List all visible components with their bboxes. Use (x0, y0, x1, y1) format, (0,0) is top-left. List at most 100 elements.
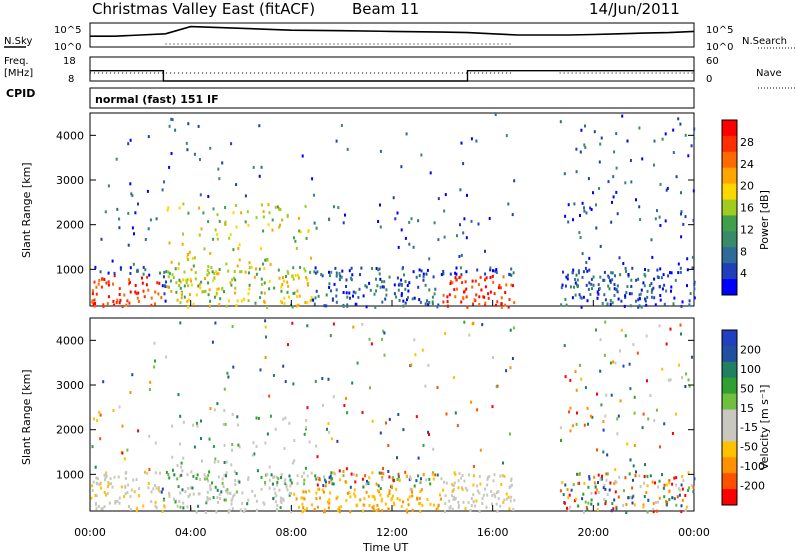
velocity-return (154, 441, 157, 445)
velocity-return (572, 483, 575, 487)
velocity-return (494, 495, 497, 499)
power-return (455, 272, 458, 276)
power-return (371, 267, 373, 270)
power-return (573, 202, 576, 206)
velocity-return (641, 426, 644, 430)
power-return (607, 180, 610, 184)
velocity-return (229, 491, 232, 495)
power-return (218, 303, 221, 306)
velocity-return (617, 414, 620, 418)
power-return (238, 243, 241, 247)
velocity-return (187, 486, 190, 490)
velocity-return (195, 421, 198, 425)
velocity-return (203, 477, 206, 481)
power-return (561, 283, 564, 287)
velocity-return (289, 478, 292, 482)
velocity-return (665, 483, 668, 487)
velocity-return (195, 510, 198, 514)
power-return (424, 283, 427, 287)
velocity-return (421, 504, 424, 508)
power-return (471, 285, 474, 289)
velocity-return (600, 403, 603, 407)
power-return (607, 284, 610, 288)
velocity-return (464, 507, 467, 511)
velocity-return (321, 377, 324, 380)
power-return (248, 261, 251, 265)
power-return (240, 270, 243, 274)
velocity-return (154, 500, 157, 504)
power-return (142, 289, 145, 293)
power-return (238, 258, 241, 262)
velocity-return (408, 495, 411, 499)
velocity-colorbar-tick: -100 (740, 460, 765, 473)
power-return (157, 292, 160, 296)
power-return (134, 284, 137, 287)
velocity-return (681, 487, 684, 491)
velocity-return (654, 481, 656, 485)
velocity-return (313, 507, 316, 511)
power-return (346, 295, 349, 299)
power-return (672, 128, 675, 132)
velocity-return (285, 485, 288, 489)
velocity-return (105, 493, 107, 497)
velocity-return (316, 505, 319, 509)
cpid-frame (89, 87, 695, 109)
velocity-return (655, 501, 657, 504)
power-return (292, 277, 295, 281)
velocity-return (367, 495, 370, 498)
velocity-return (671, 496, 674, 500)
velocity-return (275, 494, 278, 498)
freq-tick-top: 18 (63, 56, 76, 67)
velocity-return (273, 487, 276, 491)
power-return (244, 270, 247, 274)
noise-right-label: N.Search (742, 36, 787, 47)
velocity-return (105, 474, 108, 478)
velocity-return (601, 477, 604, 481)
velocity-return (236, 415, 239, 419)
power-return (488, 217, 491, 220)
velocity-return (103, 505, 106, 509)
power-return (134, 290, 137, 294)
velocity-return (192, 492, 195, 496)
power-return (658, 284, 661, 288)
power-colorbar-tick: 24 (740, 158, 754, 171)
power-return (690, 144, 693, 148)
velocity-return (439, 493, 441, 497)
velocity-return (486, 477, 489, 481)
freq-frame (89, 56, 695, 82)
velocity-colorbar-frame (721, 329, 738, 506)
power-return (260, 247, 262, 251)
power-return (677, 262, 680, 266)
velocity-return (207, 497, 210, 501)
power-return (276, 205, 279, 209)
velocity-return (354, 494, 357, 498)
power-return (597, 283, 600, 287)
velocity-return (329, 334, 332, 338)
velocity-return (171, 424, 174, 428)
power-return (131, 194, 134, 198)
velocity-return (419, 510, 422, 513)
power-return (199, 193, 202, 197)
power-return (283, 296, 286, 300)
velocity-return (564, 483, 567, 487)
power-return (693, 280, 696, 284)
velocity-return (149, 380, 152, 384)
velocity-return (492, 356, 494, 359)
velocity-return (502, 500, 505, 504)
velocity-return (200, 419, 202, 423)
power-return (255, 272, 258, 276)
velocity-return (168, 476, 171, 480)
noise-panel: N.Sky 10^5 10^0 10^5 10^0 N.Search (4, 22, 795, 53)
velocity-return (370, 342, 373, 346)
power-return (588, 268, 591, 272)
velocity-return (628, 472, 631, 476)
power-return (273, 286, 276, 290)
power-return (477, 222, 480, 226)
velocity-return (379, 431, 382, 435)
power-return (508, 272, 511, 276)
power-return (400, 294, 403, 298)
velocity-return (587, 422, 589, 426)
power-return (644, 299, 647, 303)
velocity-return (585, 506, 588, 509)
